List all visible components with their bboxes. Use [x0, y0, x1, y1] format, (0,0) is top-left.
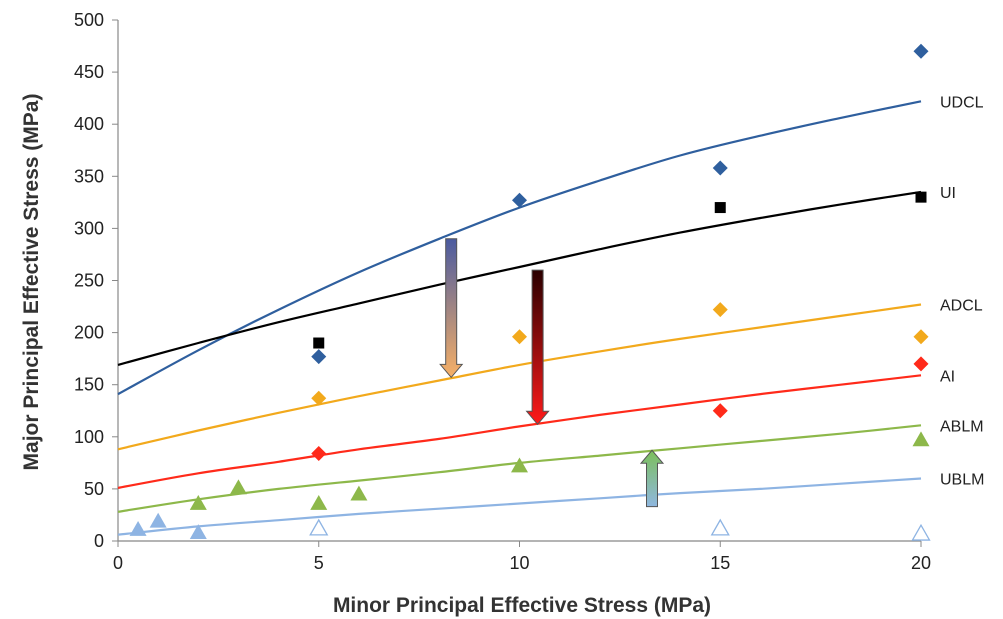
ui-point — [915, 191, 927, 203]
arrow-annotations — [439, 238, 665, 508]
ablm-point — [350, 485, 368, 501]
ai-label: AI — [940, 368, 955, 385]
udcl-point — [311, 349, 327, 365]
ublm-label: UBLM — [940, 471, 984, 488]
adcl-point — [913, 329, 929, 345]
udcl-point — [712, 160, 728, 176]
arrow-annotation — [439, 238, 464, 379]
y-axis-title: Major Principal Effective Stress (MPa) — [20, 94, 43, 471]
ablm-point — [229, 479, 247, 495]
y-tick-label: 400 — [74, 114, 104, 134]
y-tick-label: 450 — [74, 62, 104, 82]
udcl-point — [913, 43, 929, 59]
udcl-label: UDCL — [940, 94, 984, 111]
ui-label: UI — [940, 185, 956, 202]
ai-point — [913, 356, 929, 372]
y-tick-label: 200 — [74, 323, 104, 343]
ublm-point — [189, 524, 207, 540]
axes: 0 50 100 150 200 250 300 350 400 450 500 0 5 10 15 20 — [74, 10, 931, 573]
ai-point — [712, 403, 728, 419]
fit-curves — [117, 100, 922, 536]
series-labels: UDCL UI ADCL AI ABLM UBLM — [940, 94, 984, 488]
ublm-point — [149, 512, 167, 528]
x-axis-title: Minor Principal Effective Stress (MPa) — [333, 594, 711, 617]
adcl-point — [512, 329, 527, 345]
ublm-point-open — [309, 518, 329, 536]
ai-point — [311, 445, 327, 461]
ablm-point — [912, 431, 930, 447]
ablm-label: ABLM — [940, 418, 984, 435]
data-points — [129, 43, 931, 541]
x-tick-label: 15 — [710, 553, 730, 573]
y-tick-label: 250 — [74, 271, 104, 291]
y-tick-label: 50 — [84, 479, 104, 499]
y-tick-label: 300 — [74, 218, 104, 238]
ublm-point-open — [911, 523, 931, 541]
x-tick-label: 20 — [911, 553, 931, 573]
ablm-point — [189, 494, 207, 510]
arrow-annotation — [639, 449, 665, 508]
ublm-point-open — [710, 518, 730, 536]
y-tick-label: 500 — [74, 10, 104, 30]
y-tick-label: 350 — [74, 166, 104, 186]
y-tick-label: 0 — [94, 531, 104, 551]
ui-fit-curve — [117, 190, 922, 366]
y-tick-label: 100 — [74, 427, 104, 447]
y-tick-label: 150 — [74, 375, 104, 395]
ublm-point — [129, 521, 147, 536]
ablm-point — [310, 494, 328, 510]
ublm-fit-curve — [117, 477, 922, 536]
adcl-fit-curve — [117, 303, 922, 451]
udcl-fit-curve — [117, 100, 922, 396]
adcl-label: ADCL — [940, 297, 983, 314]
adcl-point — [712, 302, 728, 318]
x-tick-label: 10 — [509, 553, 529, 573]
ai-fit-curve — [117, 374, 922, 489]
x-tick-label: 0 — [113, 553, 123, 573]
ui-point — [714, 202, 726, 214]
adcl-point — [311, 390, 327, 406]
arrow-annotation — [525, 269, 550, 426]
ablm-point — [511, 457, 528, 473]
x-tick-label: 5 — [314, 553, 324, 573]
ui-point — [313, 337, 325, 349]
udcl-point — [512, 192, 527, 208]
